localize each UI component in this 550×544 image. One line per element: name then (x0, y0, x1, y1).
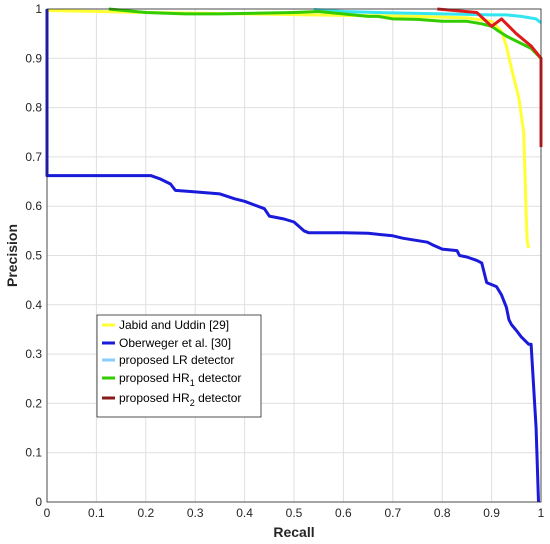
y-tick-label: 0.6 (25, 199, 42, 213)
series-lines (45, 7, 543, 503)
y-tick-label: 0.7 (25, 150, 42, 164)
y-tick-label: 0.1 (25, 446, 42, 460)
x-tick-label: 1 (538, 506, 545, 520)
x-tick-label: 0.7 (384, 506, 401, 520)
y-tick-label: 1 (35, 2, 42, 16)
x-tick-label: 0.1 (88, 506, 105, 520)
y-axis-label: Precision (4, 224, 20, 287)
x-tick-label: 0.9 (483, 506, 500, 520)
legend-label: Oberweger et al. [30] (119, 336, 231, 350)
series-line-4 (437, 7, 543, 147)
legend-box (96, 314, 262, 418)
x-tick-label: 0.4 (236, 506, 253, 520)
y-tick-label: 0.2 (25, 396, 42, 410)
legend-entry: Oberweger et al. [30] (119, 336, 231, 350)
x-tick-label: 0.5 (286, 506, 303, 520)
legend-suffix: detector (195, 371, 242, 385)
legend-suffix: detector (195, 391, 242, 405)
y-tick-labels: 0 0.1 0.2 0.3 0.4 0.5 0.6 0.7 0.8 0.9 1 (25, 2, 42, 509)
legend-label: proposed HR (119, 371, 190, 385)
legend: Jabid and Uddin [29] Oberweger et al. [30… (96, 314, 262, 418)
series-line-0 (46, 9, 531, 249)
x-tick-label: 0.3 (187, 506, 204, 520)
y-tick-label: 0.9 (25, 51, 42, 65)
legend-label: proposed LR detector (119, 353, 234, 367)
y-tick-label: 0 (35, 495, 42, 509)
legend-entry: proposed HR1 detector (119, 371, 241, 388)
legend-label: proposed HR (119, 391, 190, 405)
y-tick-label: 0.5 (25, 249, 42, 263)
legend-entry: proposed LR detector (119, 353, 234, 367)
y-tick-label: 0.4 (25, 298, 42, 312)
x-tick-label: 0 (44, 506, 51, 520)
y-tick-label: 0.8 (25, 101, 42, 115)
axes-box (46, 8, 542, 503)
x-tick-labels: 0 0.1 0.2 0.3 0.4 0.5 0.6 0.7 0.8 0.9 1 (44, 506, 545, 520)
legend-entry: Jabid and Uddin [29] (119, 318, 229, 332)
legend-subscript: 2 (190, 398, 195, 408)
legend-label: Jabid and Uddin [29] (119, 318, 229, 332)
series-line-3 (108, 7, 543, 60)
x-tick-label: 0.2 (137, 506, 154, 520)
series-line-2 (313, 8, 542, 24)
x-tick-label: 0.6 (335, 506, 352, 520)
y-tick-label: 0.3 (25, 347, 42, 361)
series-line-1 (45, 9, 540, 503)
legend-subscript: 1 (190, 378, 195, 388)
legend-entry: proposed HR2 detector (119, 391, 241, 408)
x-axis-label: Recall (273, 524, 314, 540)
x-tick-label: 0.8 (434, 506, 451, 520)
